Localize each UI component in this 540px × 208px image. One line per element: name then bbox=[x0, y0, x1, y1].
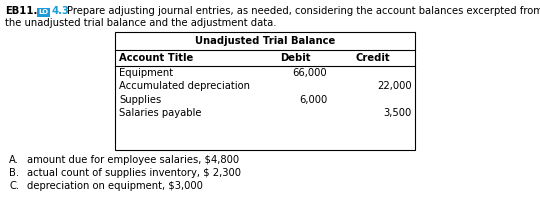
Text: EB11.: EB11. bbox=[5, 6, 37, 16]
Text: 6,000: 6,000 bbox=[299, 95, 327, 105]
Text: 3,500: 3,500 bbox=[384, 108, 412, 118]
Text: depreciation on equipment, $3,000: depreciation on equipment, $3,000 bbox=[27, 181, 203, 191]
Text: Supplies: Supplies bbox=[119, 95, 161, 105]
Text: Account Title: Account Title bbox=[119, 53, 193, 63]
Text: actual count of supplies inventory, $ 2,300: actual count of supplies inventory, $ 2,… bbox=[27, 168, 241, 178]
Bar bbox=[115, 32, 415, 150]
Text: the unadjusted trial balance and the adjustment data.: the unadjusted trial balance and the adj… bbox=[5, 18, 276, 28]
Text: LO: LO bbox=[38, 9, 49, 15]
Text: Credit: Credit bbox=[355, 53, 390, 63]
Text: A.: A. bbox=[9, 155, 19, 165]
Text: Unadjusted Trial Balance: Unadjusted Trial Balance bbox=[195, 36, 335, 46]
Text: amount due for employee salaries, $4,800: amount due for employee salaries, $4,800 bbox=[27, 155, 239, 165]
Text: Accumulated depreciation: Accumulated depreciation bbox=[119, 81, 250, 91]
Text: 4.3: 4.3 bbox=[52, 6, 70, 16]
FancyBboxPatch shape bbox=[37, 8, 50, 16]
Text: 66,000: 66,000 bbox=[292, 68, 327, 78]
Text: Debit: Debit bbox=[280, 53, 310, 63]
Text: B.: B. bbox=[9, 168, 19, 178]
Text: 22,000: 22,000 bbox=[377, 81, 412, 91]
Text: Equipment: Equipment bbox=[119, 68, 173, 78]
Text: Prepare adjusting journal entries, as needed, considering the account balances e: Prepare adjusting journal entries, as ne… bbox=[67, 6, 540, 16]
Text: Salaries payable: Salaries payable bbox=[119, 108, 201, 118]
Text: C.: C. bbox=[9, 181, 19, 191]
